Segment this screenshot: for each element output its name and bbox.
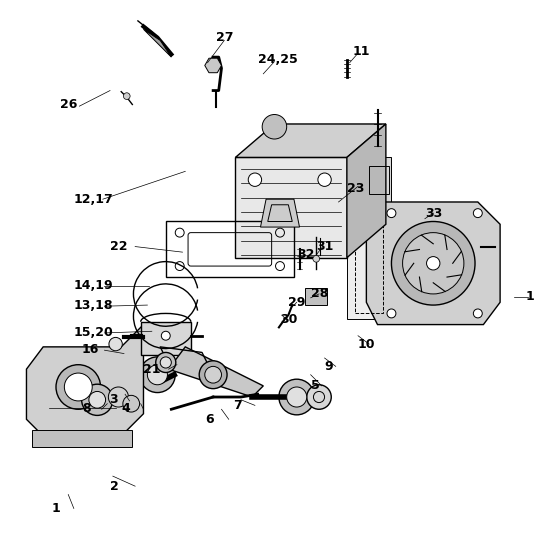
Text: 9: 9 <box>325 360 333 373</box>
Polygon shape <box>235 124 386 157</box>
Polygon shape <box>235 157 347 258</box>
Text: 22: 22 <box>110 240 128 253</box>
Text: 3: 3 <box>109 393 118 407</box>
Circle shape <box>123 395 139 412</box>
Text: 6: 6 <box>205 413 213 426</box>
Circle shape <box>147 365 167 385</box>
Circle shape <box>160 357 171 368</box>
Text: 10: 10 <box>358 338 376 351</box>
Text: 7: 7 <box>232 399 241 412</box>
Text: 21: 21 <box>143 363 161 376</box>
Text: 13,18: 13,18 <box>74 298 113 311</box>
Text: 16: 16 <box>81 343 99 356</box>
Polygon shape <box>260 199 300 227</box>
Circle shape <box>205 366 222 383</box>
Text: 29: 29 <box>288 296 306 309</box>
Circle shape <box>307 385 332 409</box>
Text: 32: 32 <box>297 249 314 262</box>
Circle shape <box>82 384 113 416</box>
Text: 23: 23 <box>347 181 364 194</box>
Text: 24,25: 24,25 <box>258 53 297 67</box>
Text: 26: 26 <box>60 98 77 111</box>
Bar <box>305 288 328 305</box>
Circle shape <box>427 256 440 270</box>
Circle shape <box>56 365 101 409</box>
Text: 31: 31 <box>316 240 334 253</box>
Circle shape <box>109 337 122 351</box>
Text: 33: 33 <box>425 207 442 220</box>
Text: 12,17: 12,17 <box>74 193 114 206</box>
Polygon shape <box>205 58 222 73</box>
Circle shape <box>156 352 176 372</box>
Circle shape <box>391 222 475 305</box>
Text: 4: 4 <box>121 402 130 414</box>
Polygon shape <box>366 202 500 325</box>
Circle shape <box>64 373 92 401</box>
Polygon shape <box>32 431 132 447</box>
Polygon shape <box>26 325 143 436</box>
Circle shape <box>473 209 482 218</box>
Circle shape <box>403 232 464 294</box>
Text: 2: 2 <box>110 480 119 493</box>
Text: 15,20: 15,20 <box>74 326 114 339</box>
Circle shape <box>109 387 128 407</box>
Circle shape <box>387 209 396 218</box>
Circle shape <box>123 93 130 100</box>
Text: 27: 27 <box>216 31 234 44</box>
Polygon shape <box>169 347 263 397</box>
Polygon shape <box>143 29 171 57</box>
Text: 28: 28 <box>311 287 328 300</box>
Text: 30: 30 <box>280 312 297 325</box>
Circle shape <box>161 332 170 340</box>
Circle shape <box>287 387 307 407</box>
Text: 1: 1 <box>52 502 60 515</box>
Text: 1: 1 <box>525 290 534 303</box>
Circle shape <box>313 255 320 262</box>
Circle shape <box>89 391 106 408</box>
Circle shape <box>262 114 287 139</box>
Text: 5: 5 <box>311 379 319 393</box>
Circle shape <box>279 379 315 415</box>
Circle shape <box>248 173 262 186</box>
Polygon shape <box>366 157 391 202</box>
Polygon shape <box>141 322 191 355</box>
Text: 14,19: 14,19 <box>74 279 114 292</box>
Circle shape <box>473 309 482 318</box>
Circle shape <box>318 173 332 186</box>
Circle shape <box>387 309 396 318</box>
Polygon shape <box>347 208 380 319</box>
Circle shape <box>139 357 175 393</box>
Text: 11: 11 <box>352 45 370 58</box>
Text: 8: 8 <box>82 402 91 414</box>
Polygon shape <box>347 124 386 258</box>
Circle shape <box>199 361 227 389</box>
